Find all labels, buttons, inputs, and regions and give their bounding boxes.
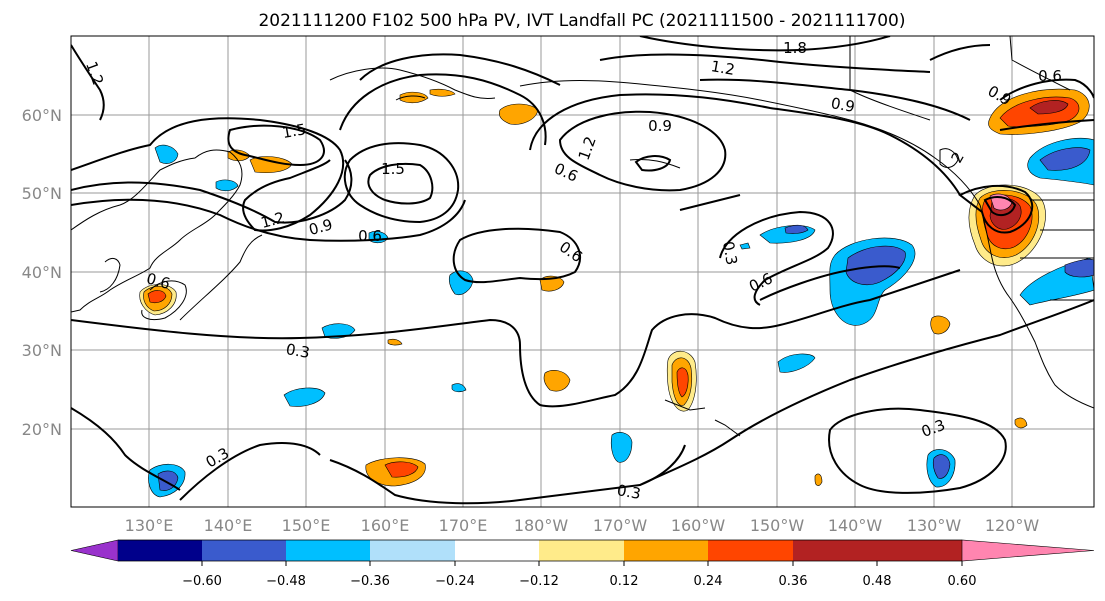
lon-label: 160°E bbox=[361, 516, 410, 535]
contour-label: 0.9 bbox=[307, 215, 335, 239]
map-panel: 1.2 1.5 1.5 1.2 0.9 0.6 0.6 0.3 0.3 0.3 … bbox=[22, 35, 1095, 535]
lat-label: 50°N bbox=[22, 184, 62, 203]
colorbar-ticks bbox=[201, 561, 963, 566]
latitude-labels: 60°N 50°N 40°N 30°N 20°N bbox=[22, 106, 62, 439]
coastlines bbox=[71, 36, 1094, 437]
colorbar-tick-label: 0.48 bbox=[863, 574, 892, 589]
contour-label: 1.2 bbox=[710, 57, 737, 79]
pv-contours bbox=[71, 36, 1094, 505]
colorbar-tick-label: 0.24 bbox=[694, 574, 723, 589]
colorbar-segment bbox=[370, 540, 455, 561]
lon-label: 160°W bbox=[671, 516, 726, 535]
contour-label: 1.8 bbox=[783, 39, 807, 57]
colorbar-tick-label: −0.36 bbox=[350, 574, 390, 589]
colorbar-segment bbox=[877, 540, 963, 561]
colorbar-segment bbox=[455, 540, 540, 561]
colorbar-extend-right bbox=[961, 539, 1095, 562]
colorbar-segment bbox=[624, 540, 709, 561]
colorbar-tick-label: −0.12 bbox=[519, 574, 559, 589]
contour-label: 0.9 bbox=[830, 94, 857, 116]
lat-label: 30°N bbox=[22, 341, 62, 360]
colorbar-segment bbox=[118, 540, 203, 561]
contour-label: 0.3 bbox=[616, 481, 643, 503]
colorbar-tick-label: 0.36 bbox=[779, 574, 808, 589]
colorbar: −0.60 −0.48 −0.36 −0.24 −0.12 0.12 0.24 … bbox=[70, 539, 1095, 589]
colorbar-tick-labels: −0.60 −0.48 −0.36 −0.24 −0.12 0.12 0.24 … bbox=[182, 574, 976, 589]
colorbar-segment bbox=[286, 540, 371, 561]
contour-label: 1.5 bbox=[281, 120, 308, 142]
contour-label: 0.6 bbox=[358, 227, 382, 245]
longitude-labels: 130°E 140°E 150°E 160°E 170°E 180°W 170°… bbox=[125, 516, 1040, 535]
lat-label: 60°N bbox=[22, 106, 62, 125]
contour-label: 0.3 bbox=[285, 340, 312, 362]
colorbar-segment bbox=[539, 540, 624, 561]
colorbar-extend-left bbox=[70, 539, 119, 562]
lat-label: 20°N bbox=[22, 420, 62, 439]
lon-label: 130°W bbox=[907, 516, 962, 535]
colorbar-tick-label: −0.60 bbox=[182, 574, 222, 589]
contour-label: 0.6 bbox=[1038, 67, 1062, 85]
lon-label: 120°W bbox=[985, 516, 1040, 535]
colorbar-tick-label: 0.60 bbox=[948, 574, 977, 589]
lon-label: 150°E bbox=[282, 516, 331, 535]
contour-label: 0.9 bbox=[648, 117, 672, 135]
contour-label: 0.6 bbox=[144, 269, 172, 293]
lon-label: 170°E bbox=[439, 516, 488, 535]
colorbar-tick-label: 0.12 bbox=[610, 574, 639, 589]
lon-label: 130°E bbox=[125, 516, 174, 535]
lon-label: 180°W bbox=[514, 516, 569, 535]
lat-label: 40°N bbox=[22, 263, 62, 282]
colorbar-segment bbox=[708, 540, 793, 561]
figure-title: 2021111200 F102 500 hPa PV, IVT Landfall… bbox=[258, 11, 905, 31]
colorbar-tick-label: −0.24 bbox=[435, 574, 475, 589]
map-frame bbox=[70, 35, 1095, 508]
contour-label: 1.5 bbox=[381, 160, 405, 178]
colorbar-segment bbox=[793, 540, 878, 561]
lon-label: 150°W bbox=[750, 516, 805, 535]
colorbar-segment bbox=[202, 540, 287, 561]
contour-label: 0.3 bbox=[719, 240, 741, 267]
colorbar-tick-label: −0.48 bbox=[266, 574, 306, 589]
contour-label: 1.2 bbox=[259, 208, 287, 232]
lon-label: 140°W bbox=[828, 516, 883, 535]
ivt-shading bbox=[139, 88, 1094, 498]
lon-label: 140°E bbox=[204, 516, 253, 535]
lon-label: 170°W bbox=[593, 516, 648, 535]
